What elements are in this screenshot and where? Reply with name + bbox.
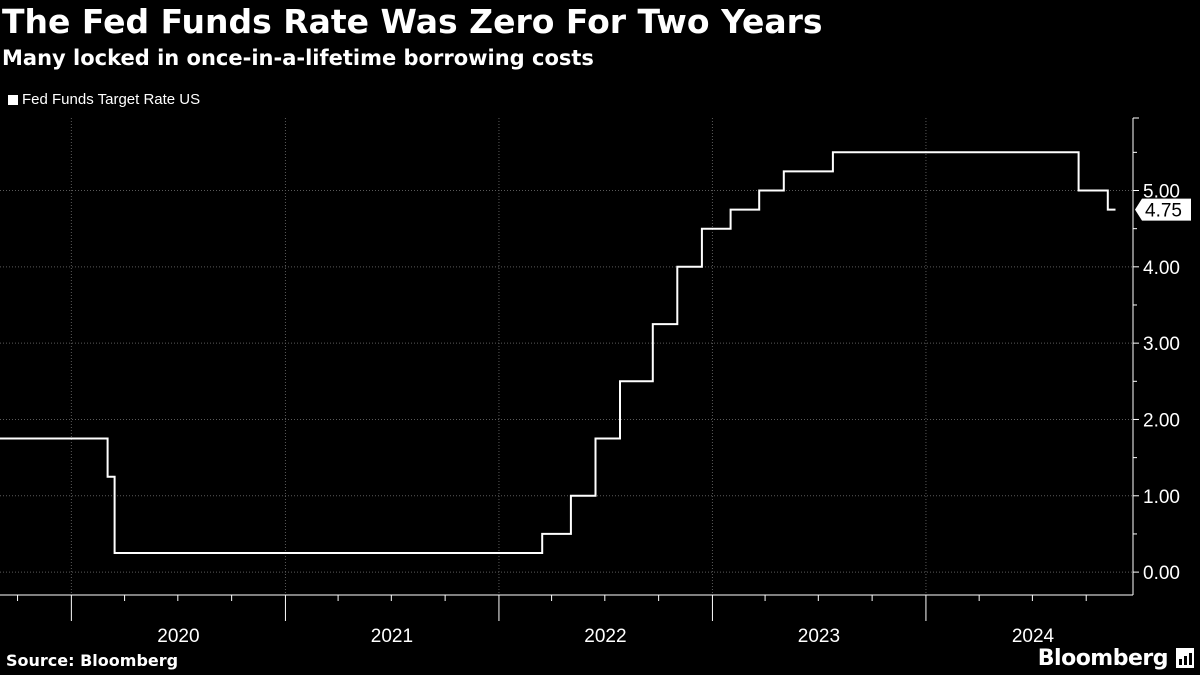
y-tick-label: 4.00 <box>1143 258 1180 279</box>
source-note: Source: Bloomberg <box>6 651 179 670</box>
legend-swatch <box>8 94 18 105</box>
legend: Fed Funds Target Rate US <box>8 91 200 108</box>
y-tick-label: 3.00 <box>1143 334 1180 355</box>
last-value-flag-bg <box>1135 198 1191 221</box>
bloomberg-terminal-icon <box>1176 648 1194 668</box>
grid-layer <box>0 118 1133 595</box>
x-tick-label: 2020 <box>157 626 199 647</box>
last-value-flag: 4.75 <box>1135 198 1191 222</box>
chart-subtitle: Many locked in once-in-a-lifetime borrow… <box>2 46 594 70</box>
x-tick-label: 2021 <box>371 626 413 647</box>
x-tick-label: 2024 <box>1012 626 1055 647</box>
label-layer: 0.00 1.00 2.00 3.00 4.00 5.00 2020 2021 2022 2023… <box>157 182 1191 647</box>
x-tick-label: 2023 <box>798 626 840 647</box>
chart-title: The Fed Funds Rate Was Zero For Two Year… <box>2 2 823 41</box>
y-tick-label: 0.00 <box>1143 563 1180 584</box>
y-tick-label: 2.00 <box>1143 410 1180 431</box>
series-layer <box>0 151 1116 554</box>
x-tick-label: 2022 <box>584 626 626 647</box>
y-tick-label: 5.00 <box>1143 182 1180 203</box>
last-value-label: 4.75 <box>1145 201 1182 222</box>
legend-label: Fed Funds Target Rate US <box>22 91 201 108</box>
brand-logo: Bloomberg <box>1037 646 1169 671</box>
series-line-fed-funds <box>0 151 1116 554</box>
y-tick-label: 1.00 <box>1143 487 1180 508</box>
axis-layer <box>0 117 1139 621</box>
